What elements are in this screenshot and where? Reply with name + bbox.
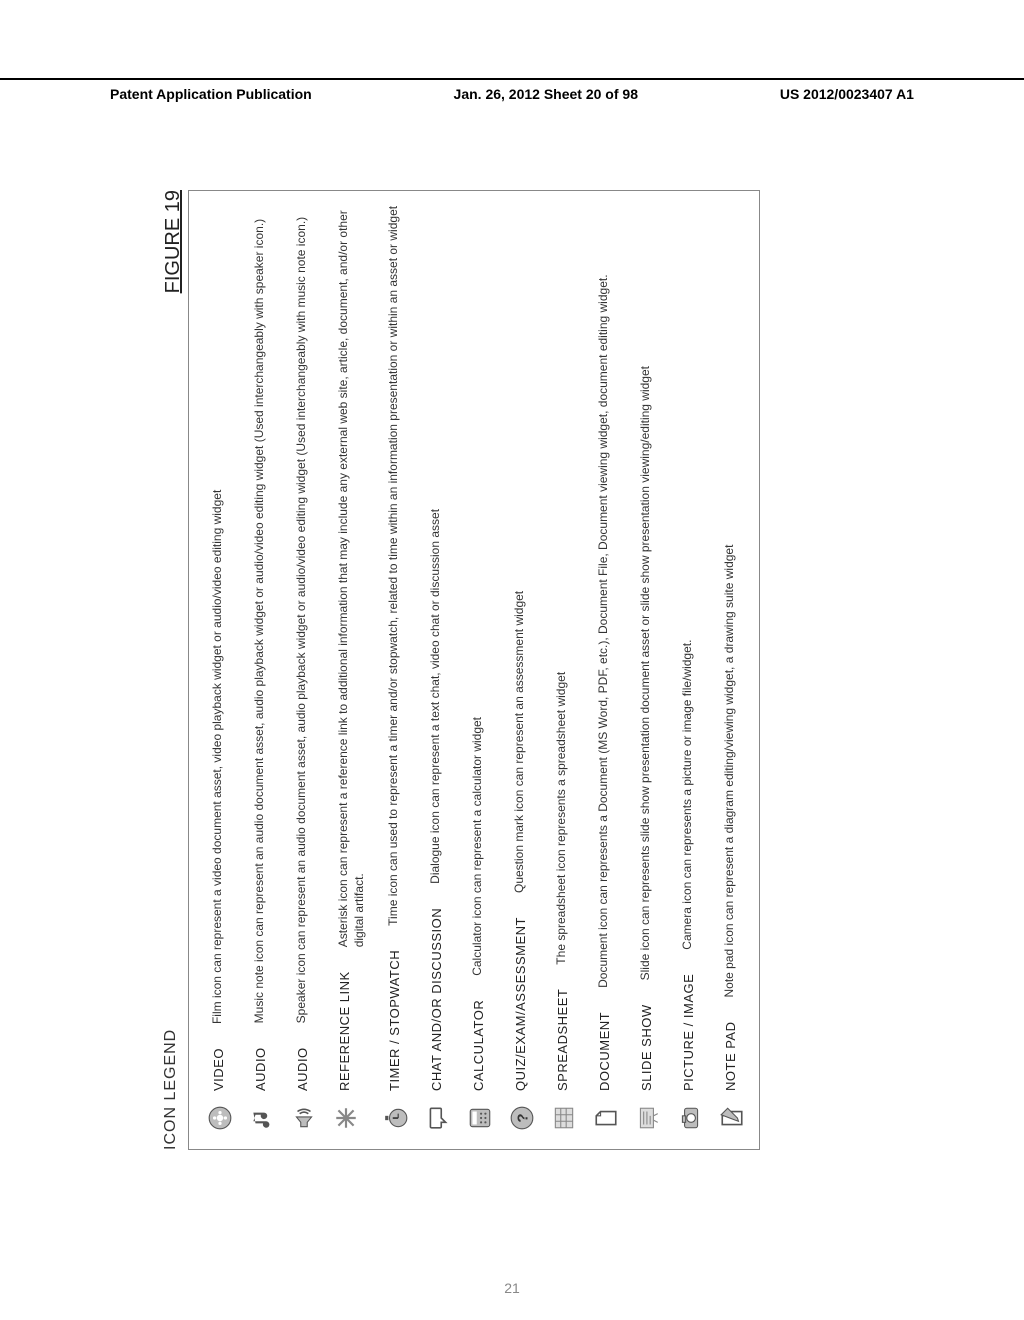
legend-row: PICTURE / IMAGE Camera icon can represen… bbox=[677, 205, 703, 1135]
legend-row: AUDIO Music note icon can represent an a… bbox=[249, 205, 275, 1135]
video-icon bbox=[207, 1101, 233, 1135]
legend-desc: Calculator icon can represent a calculat… bbox=[467, 205, 485, 976]
calculator-icon bbox=[467, 1101, 493, 1135]
figure-title: FIGURE 19 bbox=[162, 190, 185, 293]
legend-label: VIDEO bbox=[207, 1048, 226, 1091]
legend-label: PICTURE / IMAGE bbox=[677, 974, 696, 1091]
legend-label: SLIDE SHOW bbox=[635, 1004, 654, 1091]
legend-desc: Question mark icon can represent an asse… bbox=[509, 205, 527, 893]
legend-label: CALCULATOR bbox=[467, 1000, 486, 1091]
legend-desc: Slide icon can represents slide show pre… bbox=[635, 205, 653, 980]
legend-row: SLIDE SHOW Slide icon can represents sli… bbox=[635, 205, 661, 1135]
notepad-icon bbox=[719, 1101, 745, 1135]
legend-desc: Asterisk icon can represent a reference … bbox=[333, 205, 367, 947]
legend-row: TIMER / STOPWATCH Time icon can used to … bbox=[383, 205, 409, 1135]
spreadsheet-icon bbox=[551, 1101, 577, 1135]
legend-desc: Note pad icon can represent a diagram ed… bbox=[719, 205, 737, 998]
music-note-icon bbox=[249, 1101, 275, 1135]
header-right: US 2012/0023407 A1 bbox=[780, 86, 1024, 102]
page: Patent Application Publication Jan. 26, … bbox=[0, 0, 1024, 1320]
chat-icon bbox=[425, 1101, 451, 1135]
figure-content: FIGURE 19 ICON LEGEND VIDEO Film icon ca… bbox=[152, 150, 872, 1170]
legend-desc: Time icon can used to represent a timer … bbox=[383, 205, 401, 926]
header-left: Patent Application Publication bbox=[0, 86, 312, 102]
legend-desc: The spreadsheet icon represents a spread… bbox=[551, 205, 569, 965]
page-number: 21 bbox=[504, 1280, 520, 1296]
legend-row: NOTE PAD Note pad icon can represent a d… bbox=[719, 205, 745, 1135]
legend-desc: Dialogue icon can represent a text chat,… bbox=[425, 205, 443, 884]
legend-desc: Camera icon can represents a picture or … bbox=[677, 205, 695, 950]
legend-label: AUDIO bbox=[249, 1047, 268, 1091]
legend-row: AUDIO Speaker icon can represent an audi… bbox=[291, 205, 317, 1135]
legend-row: CHAT AND/OR DISCUSSION Dialogue icon can… bbox=[425, 205, 451, 1135]
legend-row: SPREADSHEET The spreadsheet icon represe… bbox=[551, 205, 577, 1135]
page-header: Patent Application Publication Jan. 26, … bbox=[0, 78, 1024, 102]
legend-label: QUIZ/EXAM/ASSESSMENT bbox=[509, 917, 528, 1091]
legend-row: CALCULATOR Calculator icon can represent… bbox=[467, 205, 493, 1135]
legend-row: VIDEO Film icon can represent a video do… bbox=[207, 205, 233, 1135]
document-icon bbox=[593, 1101, 619, 1135]
legend-row: DOCUMENT Document icon can represents a … bbox=[593, 205, 619, 1135]
legend-box: VIDEO Film icon can represent a video do… bbox=[188, 190, 760, 1150]
legend-desc: Music note icon can represent an audio d… bbox=[249, 205, 267, 1023]
legend-label: DOCUMENT bbox=[593, 1012, 612, 1091]
legend-label: REFERENCE LINK bbox=[333, 971, 352, 1091]
legend-label: AUDIO bbox=[291, 1047, 310, 1091]
legend-row: ? QUIZ/EXAM/ASSESSMENT Question mark ico… bbox=[509, 205, 535, 1135]
legend-label: CHAT AND/OR DISCUSSION bbox=[425, 908, 444, 1091]
asterisk-icon bbox=[333, 1101, 359, 1135]
legend-label: TIMER / STOPWATCH bbox=[383, 950, 402, 1091]
camera-icon bbox=[677, 1101, 703, 1135]
svg-text:?: ? bbox=[515, 1113, 532, 1122]
legend-row: REFERENCE LINK Asterisk icon can represe… bbox=[333, 205, 367, 1135]
slideshow-icon bbox=[635, 1101, 661, 1135]
legend-title: ICON LEGEND bbox=[162, 170, 180, 1150]
legend-label: SPREADSHEET bbox=[551, 989, 570, 1091]
stopwatch-icon bbox=[383, 1101, 409, 1135]
header-center: Jan. 26, 2012 Sheet 20 of 98 bbox=[454, 86, 638, 102]
question-icon: ? bbox=[509, 1101, 535, 1135]
legend-label: NOTE PAD bbox=[719, 1022, 738, 1092]
legend-desc: Speaker icon can represent an audio docu… bbox=[291, 205, 309, 1023]
legend-desc: Film icon can represent a video document… bbox=[207, 205, 225, 1024]
speaker-icon bbox=[291, 1101, 317, 1135]
legend-desc: Document icon can represents a Document … bbox=[593, 205, 611, 988]
